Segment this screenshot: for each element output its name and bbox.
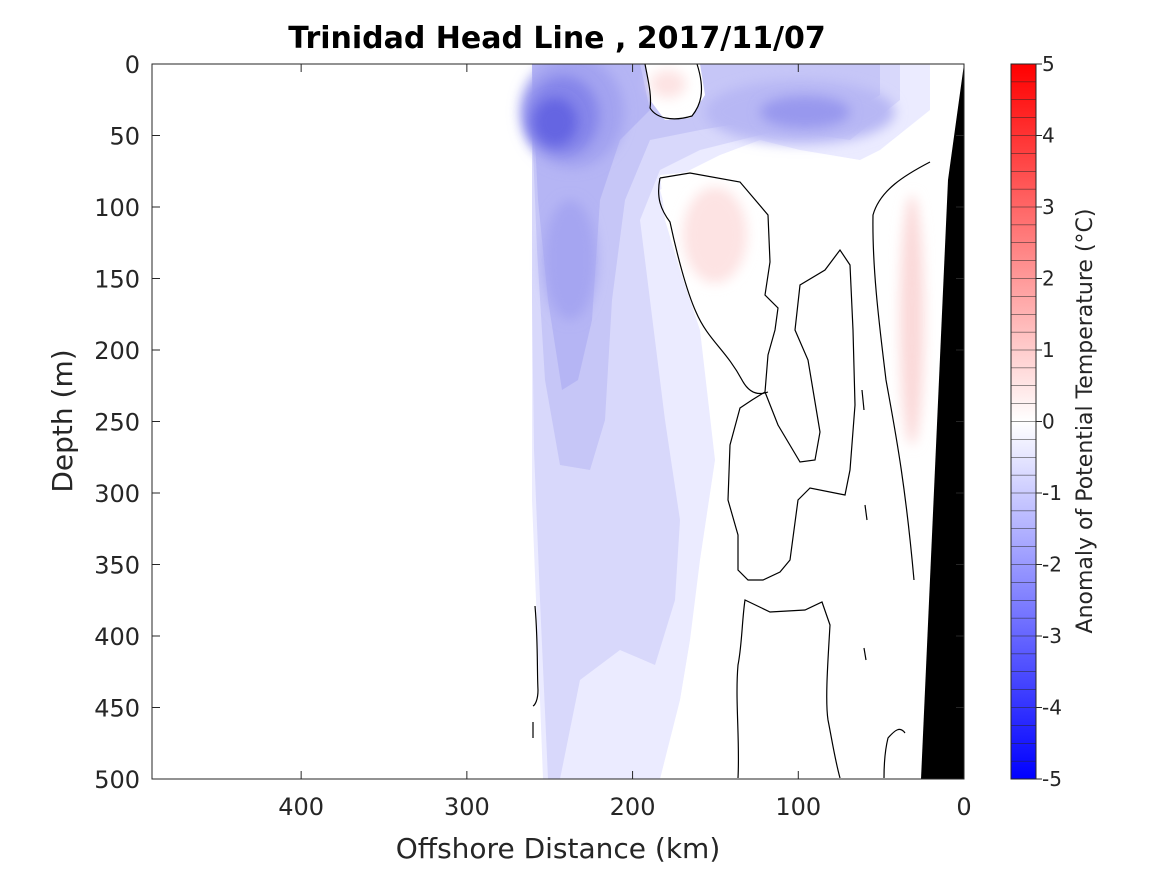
colorbar-tick-label: -5 xyxy=(1042,767,1062,791)
y-axis-label: Depth (m) xyxy=(46,349,79,492)
cold-mid-column xyxy=(532,64,880,470)
y-tick-label: 300 xyxy=(94,480,140,508)
colorbar-tick-label: -3 xyxy=(1042,624,1062,648)
colorbar-tick-label: 5 xyxy=(1042,52,1055,76)
cold-column-tail xyxy=(544,200,596,320)
colorbar-tick-label: 4 xyxy=(1042,124,1055,148)
y-tick-label: 350 xyxy=(94,552,140,580)
nearshore-warm-band xyxy=(900,195,924,445)
colorbar-tick-label: -4 xyxy=(1042,696,1062,720)
bathymetry xyxy=(921,64,964,779)
neutral-column xyxy=(660,172,870,779)
y-tick-label: 100 xyxy=(94,194,140,222)
y-tick-label: 450 xyxy=(94,695,140,723)
x-tick-label: 200 xyxy=(610,793,656,821)
cold-core-inner xyxy=(533,98,577,146)
x-axis: 400 300 200 100 0 xyxy=(278,64,972,821)
y-tick-label: 500 xyxy=(94,766,140,794)
zero-contours xyxy=(532,63,931,779)
y-tick-label: 250 xyxy=(94,409,140,437)
chart-title: Trinidad Head Line , 2017/11/07 xyxy=(288,21,825,56)
y-tick-label: 400 xyxy=(94,623,140,651)
y-tick-label: 50 xyxy=(109,123,140,151)
colorbar-tick-label: 2 xyxy=(1042,267,1055,291)
y-tick-label: 0 xyxy=(125,51,140,79)
surface-warm-patch xyxy=(650,70,686,98)
y-tick-label: 150 xyxy=(94,266,140,294)
y-tick-label: 200 xyxy=(94,337,140,365)
colorbar-tick-label: 1 xyxy=(1042,338,1055,362)
x-tick-label: 300 xyxy=(444,793,490,821)
x-tick-label: 400 xyxy=(278,793,324,821)
x-tick-label: 100 xyxy=(775,793,821,821)
colorbar: 5 4 3 2 1 0 -1 -2 -3 -4 -5 xyxy=(1010,52,1062,791)
cold-tongue xyxy=(532,64,900,779)
warm-lens xyxy=(683,187,747,283)
x-axis-label: Offshore Distance (km) xyxy=(396,832,721,865)
colorbar-tick-label: 3 xyxy=(1042,195,1055,219)
colorbar-label: Anomaly of Potential Temperature (°C) xyxy=(1073,209,1098,634)
colorbar-tick-label: -1 xyxy=(1042,481,1062,505)
x-tick-label: 0 xyxy=(956,793,971,821)
colorbar-tick-label: -2 xyxy=(1042,553,1062,577)
anomaly-field xyxy=(520,64,964,779)
subsurface-cold-inner xyxy=(760,96,850,128)
y-axis: 0 50 100 150 200 250 300 350 400 450 500 xyxy=(94,51,964,794)
colorbar-tick-label: 0 xyxy=(1042,410,1055,434)
